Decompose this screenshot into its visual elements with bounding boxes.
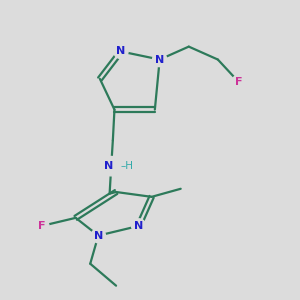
Circle shape bbox=[101, 157, 121, 176]
Circle shape bbox=[232, 75, 246, 89]
Text: F: F bbox=[38, 221, 46, 231]
Circle shape bbox=[114, 44, 128, 58]
Circle shape bbox=[91, 229, 105, 243]
Text: N: N bbox=[104, 161, 113, 171]
Text: F: F bbox=[235, 77, 243, 87]
Text: N: N bbox=[94, 231, 103, 241]
Circle shape bbox=[35, 219, 49, 233]
Circle shape bbox=[153, 52, 167, 67]
Text: N: N bbox=[155, 55, 164, 64]
Circle shape bbox=[132, 219, 146, 233]
Text: N: N bbox=[116, 46, 125, 56]
Text: N: N bbox=[134, 221, 143, 231]
Text: –H: –H bbox=[120, 161, 133, 171]
